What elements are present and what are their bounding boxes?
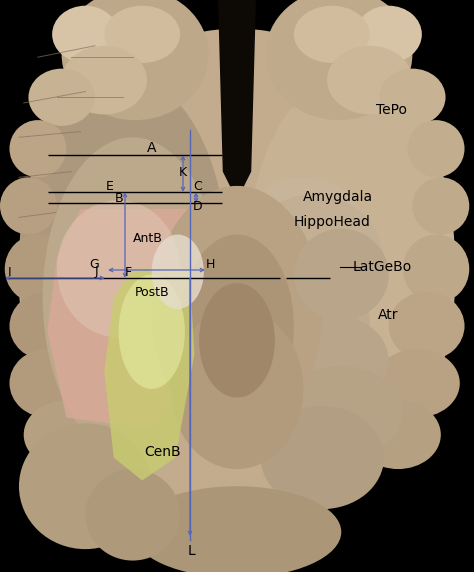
Ellipse shape	[62, 46, 147, 114]
Ellipse shape	[104, 6, 180, 63]
Ellipse shape	[19, 423, 152, 549]
Ellipse shape	[275, 315, 389, 406]
Text: E: E	[106, 181, 114, 193]
Text: HippoHead: HippoHead	[293, 215, 371, 229]
Ellipse shape	[19, 74, 228, 452]
Text: PostB: PostB	[135, 287, 169, 300]
Text: H: H	[205, 259, 215, 272]
Ellipse shape	[9, 292, 85, 360]
Ellipse shape	[0, 177, 57, 235]
Ellipse shape	[52, 6, 118, 63]
Ellipse shape	[24, 400, 109, 469]
Polygon shape	[47, 209, 204, 429]
Ellipse shape	[294, 6, 370, 63]
Ellipse shape	[133, 486, 341, 572]
Text: CenB: CenB	[145, 445, 182, 459]
Ellipse shape	[118, 275, 185, 389]
Ellipse shape	[294, 229, 389, 320]
Ellipse shape	[280, 366, 403, 458]
Text: Atr: Atr	[378, 308, 398, 322]
Ellipse shape	[379, 69, 446, 126]
Ellipse shape	[85, 469, 180, 561]
Ellipse shape	[19, 29, 455, 532]
Ellipse shape	[374, 349, 460, 418]
Text: B: B	[115, 192, 123, 205]
Ellipse shape	[43, 137, 223, 458]
Ellipse shape	[408, 120, 465, 177]
Ellipse shape	[265, 0, 412, 120]
Ellipse shape	[246, 74, 455, 452]
Text: LatGeBo: LatGeBo	[352, 260, 411, 274]
Ellipse shape	[28, 69, 95, 126]
Ellipse shape	[356, 6, 422, 63]
Text: K: K	[179, 166, 187, 180]
Polygon shape	[104, 269, 194, 480]
Ellipse shape	[412, 177, 469, 235]
Text: C: C	[193, 180, 202, 193]
Ellipse shape	[256, 275, 370, 366]
Ellipse shape	[5, 235, 71, 303]
Polygon shape	[218, 0, 256, 200]
Ellipse shape	[261, 406, 384, 509]
Ellipse shape	[389, 292, 465, 360]
Ellipse shape	[356, 400, 441, 469]
Text: G: G	[89, 259, 99, 272]
Ellipse shape	[62, 0, 209, 120]
Ellipse shape	[9, 120, 66, 177]
Ellipse shape	[171, 309, 303, 469]
Ellipse shape	[242, 177, 365, 280]
Text: I: I	[8, 265, 12, 279]
Ellipse shape	[152, 186, 322, 438]
Ellipse shape	[403, 235, 469, 303]
Text: A: A	[147, 141, 157, 155]
Ellipse shape	[242, 194, 384, 332]
Text: J: J	[94, 265, 98, 279]
Ellipse shape	[199, 283, 275, 398]
Text: D: D	[193, 201, 203, 213]
Text: F: F	[125, 265, 132, 279]
Text: L: L	[188, 544, 196, 558]
Ellipse shape	[327, 46, 412, 114]
Ellipse shape	[152, 235, 204, 309]
Text: AntB: AntB	[133, 232, 163, 244]
Text: Amygdala: Amygdala	[303, 190, 373, 204]
Ellipse shape	[57, 200, 180, 337]
Ellipse shape	[180, 235, 294, 418]
Ellipse shape	[9, 349, 85, 418]
Text: TePo: TePo	[376, 103, 408, 117]
